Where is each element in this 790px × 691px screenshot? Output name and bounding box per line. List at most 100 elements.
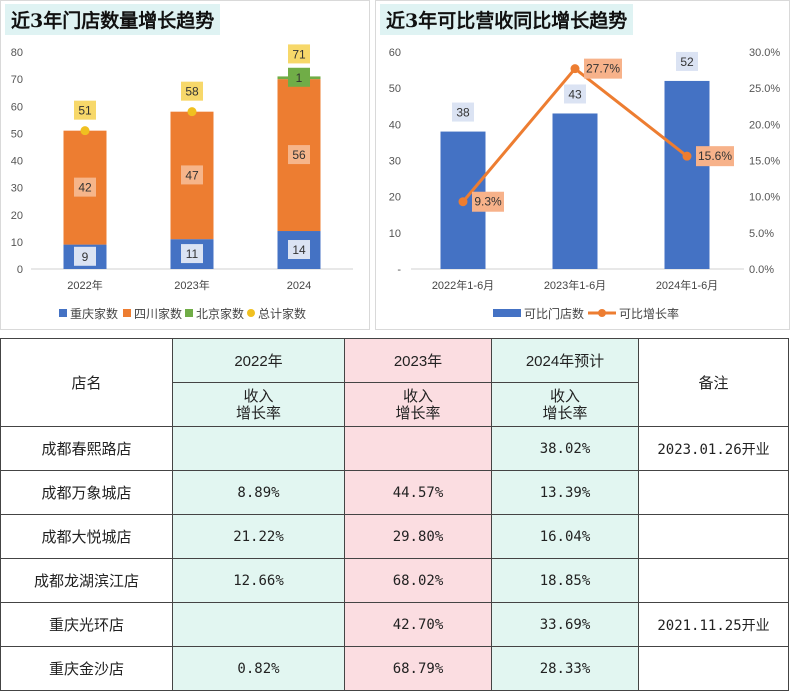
bar-data-label: 38 — [456, 106, 470, 120]
legend-label: 可比增长率 — [619, 306, 679, 321]
growth-rate-marker — [682, 151, 692, 161]
data-label-bg — [676, 51, 698, 71]
y-tick-label: 30 — [11, 183, 23, 195]
y-tick-label: 30 — [389, 156, 401, 168]
header-2024: 2024年预计 — [491, 338, 639, 383]
y2-tick-label: 0.0% — [749, 264, 774, 276]
total-marker — [187, 107, 197, 117]
header-note: 备注 — [638, 338, 789, 427]
cell-store: 成都万象城店 — [0, 470, 173, 515]
y-tick-label: 40 — [11, 156, 23, 168]
legend-swatch — [493, 309, 521, 317]
data-label-bg — [288, 145, 310, 165]
growth-rate-marker — [458, 197, 468, 207]
cell-y2024: 18.85% — [491, 558, 639, 603]
y-tick-label: 70 — [11, 74, 23, 86]
cell-y2022 — [172, 602, 345, 647]
x-tick-label: 2024年1-6月 — [656, 278, 718, 292]
y2-tick-label: 20.0% — [749, 119, 780, 131]
cell-y2022: 0.82% — [172, 646, 345, 691]
cell-y2024: 28.33% — [491, 646, 639, 691]
y2-tick-label: 25.0% — [749, 83, 780, 95]
cell-store: 成都龙湖滨江店 — [0, 558, 173, 603]
legend-swatch — [247, 309, 255, 317]
data-label: 42 — [78, 181, 92, 195]
legend-swatch — [123, 309, 131, 317]
cell-y2024: 33.69% — [491, 602, 639, 647]
comparable-growth-chart: - 10 20 30 40 50 60 0.0% 5.0% 10.0% 15.0% 20.0% 25.0… — [389, 47, 781, 321]
cell-note — [638, 646, 789, 691]
legend-label: 四川家数 — [134, 306, 182, 321]
subheader-revenue-growth: 收入 增长率 — [344, 382, 492, 427]
y2-tick-label: 30.0% — [749, 47, 780, 59]
y-tick-label: 0 — [17, 264, 23, 276]
y-tick-label: 40 — [389, 119, 401, 131]
table-row: 成都万象城店 8.89% 44.57% 13.39% — [0, 470, 789, 515]
header-store: 店名 — [0, 338, 173, 427]
cell-y2023: 44.57% — [344, 470, 492, 515]
cell-y2024: 38.02% — [491, 426, 639, 471]
cell-y2022: 8.89% — [172, 470, 345, 515]
cell-store: 重庆金沙店 — [0, 646, 173, 691]
cell-note — [638, 470, 789, 515]
y-tick-label: 60 — [389, 47, 401, 59]
cell-y2023: 29.80% — [344, 514, 492, 559]
y-tick-label: 80 — [11, 47, 23, 59]
cell-y2023: 68.02% — [344, 558, 492, 603]
bar-comparable-stores — [552, 113, 598, 269]
data-label-bg — [74, 100, 96, 120]
table-row: 重庆金沙店 0.82% 68.79% 28.33% — [0, 646, 789, 691]
legend-label: 重庆家数 — [70, 306, 118, 321]
legend-label: 北京家数 — [196, 306, 244, 321]
cell-y2023: 42.70% — [344, 602, 492, 647]
data-label: 47 — [185, 168, 199, 182]
chart-title: 近3年可比营收同比增长趋势 — [380, 4, 634, 35]
cell-y2022: 12.66% — [172, 558, 345, 603]
data-label-bg — [288, 44, 310, 64]
legend-swatch — [185, 309, 193, 317]
legend-label: 总计家数 — [258, 306, 306, 321]
x-tick-label: 2022年1-6月 — [432, 278, 494, 292]
x-tick-label: 2022年 — [67, 278, 102, 292]
y-tick-label: 50 — [389, 83, 401, 95]
data-label-bg — [288, 240, 310, 260]
table-row: 重庆光环店 42.70% 33.69% 2021.11.25开业 — [0, 602, 789, 647]
legend-swatch-marker — [598, 309, 606, 317]
total-marker — [80, 126, 90, 136]
data-label: 11 — [186, 247, 199, 261]
y-tick-label: 10 — [11, 237, 23, 249]
data-label-bg — [181, 165, 203, 185]
x-tick-label: 2024 — [287, 280, 311, 292]
data-label-bg — [564, 84, 586, 104]
total-label: 51 — [78, 104, 92, 118]
growth-rate-marker — [570, 64, 580, 74]
cell-note — [638, 514, 789, 559]
comparable-growth-chart-panel: 近3年可比营收同比增长趋势 - 10 20 30 40 50 60 0.0% 5.0% 10.0%… — [375, 0, 790, 330]
cell-store: 重庆光环店 — [0, 602, 173, 647]
bar-comparable-stores — [664, 80, 710, 269]
data-label-bg — [181, 244, 203, 264]
store-count-chart-panel: 近3年门店数量增长趋势 0 10 20 30 40 50 60 70 80 2022年 2023年 2… — [0, 0, 370, 330]
x-tick-label: 2023年1-6月 — [544, 278, 606, 292]
store-growth-table: 店名 2022年 2023年 2024年预计 备注 收入 增长率 收入 增长率 … — [0, 338, 789, 691]
subheader-revenue-growth: 收入 增长率 — [491, 382, 639, 427]
chart-title: 近3年门店数量增长趋势 — [5, 4, 221, 35]
bar-data-label: 43 — [568, 87, 582, 101]
data-label-bg — [696, 146, 734, 167]
y-tick-label: 50 — [11, 128, 23, 140]
data-label-bg — [74, 246, 96, 266]
data-label-bg — [74, 177, 96, 197]
cell-store: 成都大悦城店 — [0, 514, 173, 559]
line-data-label: 9.3% — [474, 195, 502, 209]
legend-label: 可比门店数 — [524, 306, 584, 321]
y-tick-label: 10 — [389, 228, 401, 240]
table-row: 成都龙湖滨江店 12.66% 68.02% 18.85% — [0, 558, 789, 603]
y-tick-label: 60 — [11, 101, 23, 113]
cell-note: 2023.01.26开业 — [638, 426, 789, 471]
cell-y2024: 16.04% — [491, 514, 639, 559]
data-label-bg — [181, 81, 203, 101]
header-2022: 2022年 — [172, 338, 345, 383]
data-label-bg — [452, 102, 474, 122]
data-label: 1 — [296, 71, 303, 85]
